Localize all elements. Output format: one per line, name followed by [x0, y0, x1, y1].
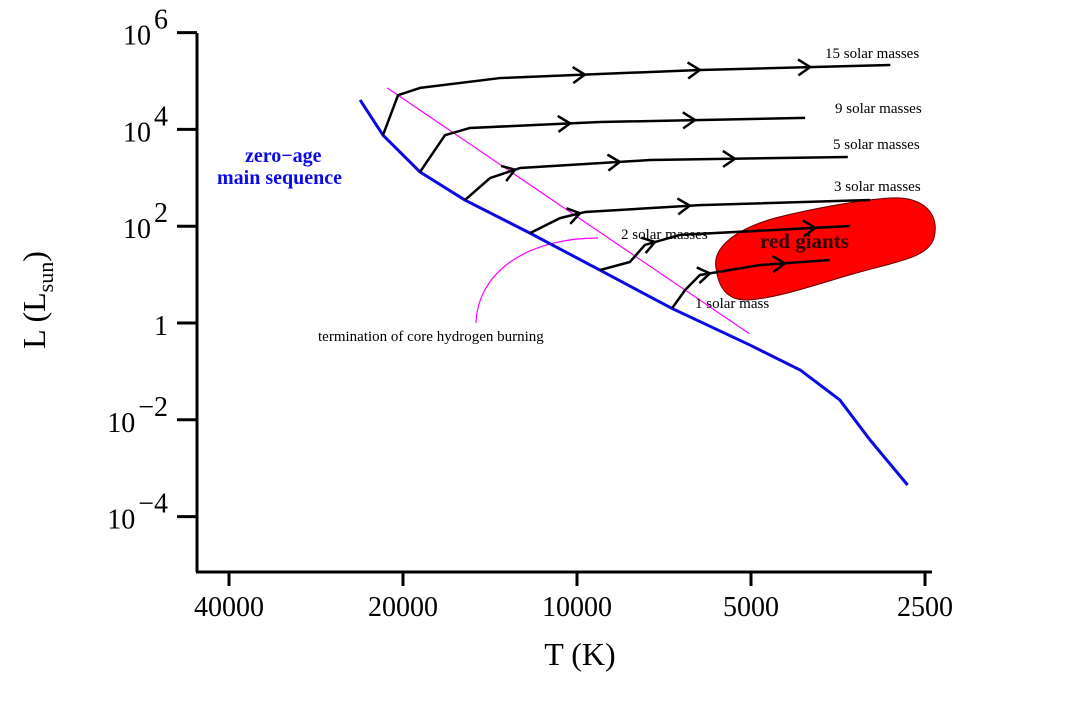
track-arrow	[571, 66, 588, 85]
track-label: 15 solar masses	[825, 46, 919, 62]
track-line	[529, 198, 871, 235]
red-giants-region	[715, 197, 936, 301]
track-line	[464, 155, 848, 201]
ticks: 40000 20000 10000 5000 2500106104102110−210−…	[107, 5, 953, 623]
track-arrow	[802, 219, 818, 238]
x-tick-label: 20000	[368, 592, 438, 623]
red-giants-label: red giants	[760, 229, 849, 253]
y-tick-label: 10−4	[107, 489, 168, 536]
y-tick-base: 1	[154, 311, 168, 342]
x-tick-label: 2500	[897, 592, 953, 623]
termination-label: termination of core hydrogen burning	[318, 329, 544, 345]
track-arrow	[771, 255, 788, 274]
track-arrow	[566, 207, 583, 225]
y-tick-base: 10	[107, 505, 135, 536]
y-axis-label: L (Lsun)	[16, 251, 58, 349]
y-tick-base: 10	[107, 408, 135, 439]
y-axis-label-main: L (L	[16, 292, 52, 349]
main-sequence-line	[358, 99, 909, 486]
track-arrow	[682, 111, 698, 130]
x-tick-label: 5000	[723, 592, 779, 623]
track-arrow	[696, 266, 713, 285]
track-arrow	[797, 58, 813, 77]
track-label: 9 solar masses	[835, 101, 922, 117]
track-arrow	[722, 149, 738, 168]
y-tick-base: 10	[123, 117, 151, 148]
termination-pointer-arc	[475, 237, 599, 324]
y-tick-exponent: −2	[138, 392, 168, 423]
track-arrow	[606, 153, 623, 172]
x-tick-label: 10000	[542, 592, 612, 623]
axes	[195, 33, 932, 574]
y-axis-label-sub: sun	[33, 262, 58, 293]
y-tick-label: 1	[154, 311, 168, 342]
x-axis-label: T (K)	[544, 636, 615, 672]
track-arrow	[640, 236, 658, 254]
track-line	[381, 63, 891, 136]
termination-line	[386, 87, 750, 335]
track-line	[418, 116, 806, 173]
evolutionary-tracks	[358, 58, 909, 486]
main-sequence-label-2: main sequence	[217, 167, 342, 189]
track-arrow	[500, 164, 518, 182]
y-tick-exponent: 6	[154, 5, 168, 36]
track-line	[599, 224, 851, 272]
y-tick-exponent: 2	[154, 198, 168, 229]
x-tick-label: 40000	[194, 592, 264, 623]
track-arrow	[686, 61, 703, 80]
main-sequence-label-1: zero−age	[245, 145, 322, 167]
track-arrow	[676, 197, 693, 216]
track-label: 3 solar masses	[834, 179, 921, 195]
y-tick-label: 10−2	[107, 392, 168, 439]
y-tick-base: 10	[123, 21, 151, 52]
track-label: 5 solar masses	[833, 137, 920, 153]
y-axis-label-close: )	[16, 251, 52, 262]
y-tick-label: 106	[123, 5, 168, 52]
y-tick-base: 10	[123, 214, 151, 245]
y-tick-label: 102	[123, 198, 168, 245]
track-arrow	[557, 114, 573, 133]
y-tick-exponent: 4	[154, 101, 168, 132]
track-label: 2 solar masses	[621, 227, 708, 243]
track-label: 1 solar mass	[695, 296, 769, 312]
y-tick-label: 104	[123, 101, 168, 148]
y-tick-exponent: −4	[138, 489, 168, 520]
